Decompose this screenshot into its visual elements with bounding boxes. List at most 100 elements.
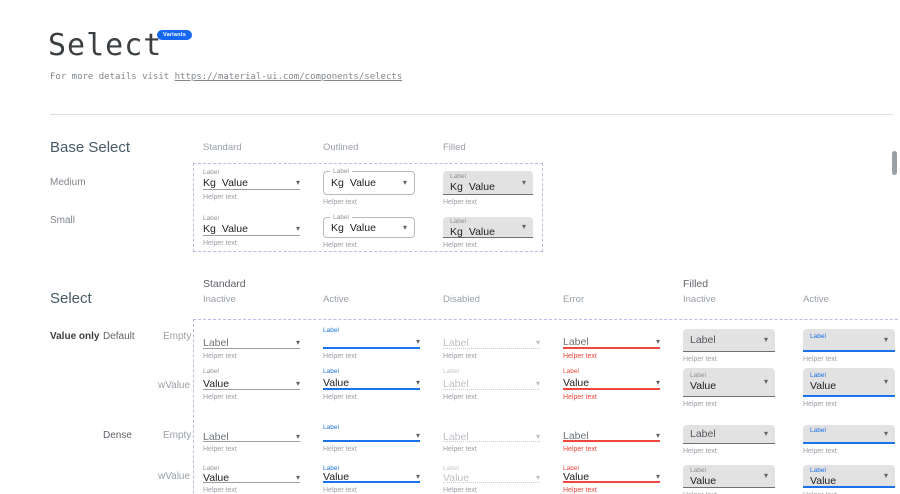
dropdown-arrow-icon: ▾ bbox=[415, 337, 420, 346]
dropdown-arrow-icon: ▾ bbox=[535, 472, 540, 482]
select-input[interactable]: Label Kg Value ▾ bbox=[323, 214, 415, 238]
select-value: Value bbox=[563, 471, 590, 483]
select-standard-inactive-default-with-value: Label Value ▾ Helper text bbox=[203, 367, 300, 401]
select-filled-inactive-dense-empty: Label ▾ Helper text bbox=[683, 424, 775, 455]
select-input[interactable]: Value ▾ bbox=[563, 471, 660, 483]
select-label: Label bbox=[563, 465, 579, 472]
scrollbar-thumb[interactable] bbox=[892, 151, 897, 175]
helper-text: Helper text bbox=[563, 446, 597, 453]
select-label: Label bbox=[443, 465, 459, 472]
select-input[interactable]: ▾ bbox=[323, 432, 420, 442]
select-value: Value bbox=[563, 377, 590, 389]
select-input[interactable]: Label Value ▾ bbox=[803, 368, 895, 397]
select-input[interactable]: Label ▾ bbox=[563, 430, 660, 442]
select-input[interactable]: Label ▾ bbox=[563, 336, 660, 349]
select-value: Label bbox=[563, 336, 589, 348]
select-value: Value bbox=[468, 226, 495, 238]
row-label-default: Default bbox=[103, 331, 135, 342]
select-input[interactable]: Label ▾ bbox=[203, 337, 300, 349]
select-label: Label bbox=[323, 368, 339, 375]
select-value: Label bbox=[563, 430, 589, 442]
dropdown-arrow-icon: ▾ bbox=[763, 471, 768, 480]
dropdown-arrow-icon: ▾ bbox=[763, 335, 768, 344]
select-input[interactable]: Value ▾ bbox=[203, 378, 300, 390]
select-input[interactable]: Value ▾ bbox=[443, 472, 540, 484]
column-header-filled: Filled bbox=[443, 142, 466, 153]
column-header-outlined: Outlined bbox=[323, 142, 359, 153]
row-label-empty: Empty bbox=[163, 430, 192, 441]
select-value: Value bbox=[810, 475, 837, 487]
select-input[interactable]: Label ▾ bbox=[443, 337, 540, 349]
select-value: Value bbox=[221, 177, 248, 189]
select-standard-disabled-dense-empty: Label ▾ Helper text bbox=[443, 424, 540, 453]
helper-text: Helper text bbox=[803, 492, 895, 494]
dropdown-arrow-icon: ▾ bbox=[521, 177, 526, 187]
select-input[interactable]: Label Value ▾ bbox=[803, 465, 895, 488]
select-input[interactable]: Label ▾ bbox=[203, 431, 300, 443]
select-input[interactable]: Value ▾ bbox=[203, 471, 300, 484]
select-input[interactable]: ▾ bbox=[323, 337, 420, 349]
dropdown-arrow-icon: ▾ bbox=[402, 222, 407, 232]
select-value-group: Kg Value bbox=[450, 181, 526, 193]
select-input[interactable]: Value ▾ bbox=[323, 377, 420, 390]
select-label: Label bbox=[690, 467, 706, 474]
helper-text: Helper text bbox=[323, 446, 357, 453]
dashed-frame-select bbox=[193, 319, 900, 494]
state-header-disabled-2: Disabled bbox=[443, 294, 480, 305]
select-input[interactable]: Label Kg Value ▾ bbox=[443, 171, 533, 195]
select-input[interactable]: Label Kg Value ▾ bbox=[323, 168, 415, 195]
unit-prefix: Kg bbox=[331, 177, 344, 189]
select-input[interactable]: Label ▾ bbox=[803, 329, 895, 352]
select-standard-error-dense-empty: Label ▾ Helper text bbox=[563, 424, 660, 453]
select-label: Label bbox=[443, 368, 459, 375]
select-input[interactable]: Value ▾ bbox=[563, 377, 660, 390]
dropdown-arrow-icon: ▾ bbox=[883, 470, 888, 480]
select-input[interactable]: Label Value ▾ bbox=[683, 465, 775, 488]
select-standard-inactive-dense-empty: Label ▾ Helper text bbox=[203, 424, 300, 453]
select-label: Label bbox=[203, 169, 219, 176]
select-input[interactable]: Label Kg Value ▾ bbox=[443, 217, 533, 238]
section-title-select: Select bbox=[50, 290, 92, 307]
helper-text: Helper text bbox=[203, 394, 237, 401]
unit-prefix: Kg bbox=[450, 226, 463, 238]
select-input[interactable]: Value ▾ bbox=[323, 471, 420, 483]
select-input[interactable]: Label ▾ bbox=[443, 431, 540, 443]
base-select-filled-small: Label Kg Value ▾ Helper text bbox=[443, 214, 533, 249]
docs-link[interactable]: https://material-ui.com/components/selec… bbox=[174, 72, 403, 82]
unit-prefix: Kg bbox=[203, 177, 216, 189]
select-input[interactable]: Label Value ▾ bbox=[683, 368, 775, 397]
helper-text: Helper text bbox=[683, 401, 717, 408]
select-value: Value bbox=[203, 471, 230, 484]
select-input[interactable]: Label ▾ bbox=[443, 378, 540, 390]
select-filled-inactive-default-with-value: Label Value ▾ Helper text bbox=[683, 367, 775, 408]
select-standard-error-default-with-value: Label Value ▾ Helper text bbox=[563, 367, 660, 401]
select-value: Value bbox=[349, 177, 376, 189]
select-value: Value bbox=[690, 475, 717, 487]
base-select-standard-small: Label Kg Value ▾ Helper text bbox=[203, 214, 300, 247]
select-filled-active-default-with-value: Label Value ▾ Helper text bbox=[803, 367, 895, 408]
select-input[interactable]: Kg Value ▾ bbox=[203, 177, 300, 190]
helper-text: Helper text bbox=[203, 194, 237, 201]
group-header-standard: Standard bbox=[203, 278, 246, 290]
section-title-base-select: Base Select bbox=[50, 139, 131, 156]
row-label-medium: Medium bbox=[50, 177, 86, 188]
select-value: Value bbox=[810, 380, 837, 392]
base-select-outlined-medium: Label Kg Value ▾ Helper text bbox=[323, 168, 415, 206]
select-input[interactable]: Label ▾ bbox=[683, 425, 775, 444]
select-input[interactable]: Label ▾ bbox=[803, 425, 895, 444]
select-value-group: Kg Value bbox=[203, 223, 248, 235]
helper-text: Helper text bbox=[443, 353, 477, 360]
select-label: Label bbox=[330, 168, 352, 175]
select-input[interactable]: Kg Value ▾ bbox=[203, 223, 300, 236]
helper-text: Helper text bbox=[803, 401, 837, 408]
select-label: Label bbox=[690, 334, 716, 346]
select-input[interactable]: Label ▾ bbox=[683, 329, 775, 352]
helper-text: Helper text bbox=[323, 487, 357, 494]
helper-text: Helper text bbox=[443, 394, 477, 401]
helper-text: Helper text bbox=[443, 487, 477, 494]
dropdown-arrow-icon: ▾ bbox=[402, 178, 407, 187]
unit-prefix: Kg bbox=[331, 221, 344, 234]
select-label: Label bbox=[810, 427, 826, 434]
select-label: Label bbox=[810, 333, 826, 340]
